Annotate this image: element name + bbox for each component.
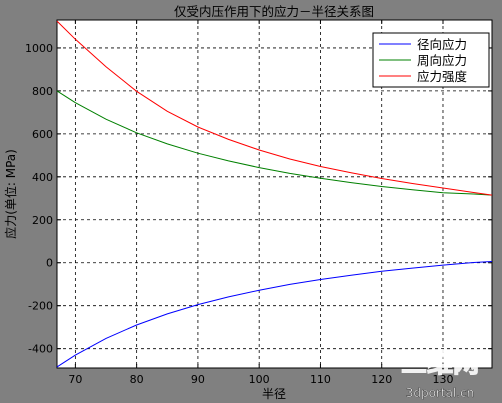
axis-ticks: 70 80 90 100 110 120 130 -400 -200 0 200 400 600 800 1… — [25, 20, 492, 386]
series-line-3 — [56, 20, 493, 196]
y-tick-label: -400 — [28, 343, 53, 356]
x-tick-label: 70 — [68, 373, 82, 386]
y-tick-label: 800 — [32, 85, 53, 98]
svg-text:3dportal.cn: 3dportal.cn — [406, 386, 475, 400]
legend-label-1: 径向应力 — [417, 37, 467, 52]
x-axis-label: 半径 — [262, 387, 286, 401]
x-tick-label: 100 — [249, 373, 270, 386]
y-axis-label: 应力(单位: MPa) — [3, 149, 18, 239]
y-tick-label: 1000 — [25, 42, 53, 55]
x-tick-label: 130 — [432, 373, 453, 386]
x-tick-label: 90 — [191, 373, 205, 386]
grid-lines — [57, 20, 492, 368]
svg-text:三维网: 三维网 — [401, 348, 479, 379]
series-line-2 — [56, 90, 493, 196]
x-tick-label: 120 — [371, 373, 392, 386]
y-tick-label: 400 — [32, 171, 53, 184]
series-lines — [56, 20, 493, 368]
y-tick-label: 600 — [32, 128, 53, 141]
legend-label-3: 应力强度 — [417, 69, 468, 84]
y-tick-label: -200 — [28, 300, 53, 313]
series-line-1 — [56, 261, 493, 368]
chart-title: 仅受内压作用下的应力－半径关系图 — [174, 4, 374, 19]
x-tick-label: 110 — [310, 373, 331, 386]
legend-label-2: 周向应力 — [417, 53, 467, 68]
y-tick-label: 0 — [46, 257, 53, 270]
y-tick-label: 200 — [32, 214, 53, 227]
x-tick-label: 80 — [130, 373, 144, 386]
watermark-logo: 三维网 3dportal.cn — [400, 347, 479, 400]
